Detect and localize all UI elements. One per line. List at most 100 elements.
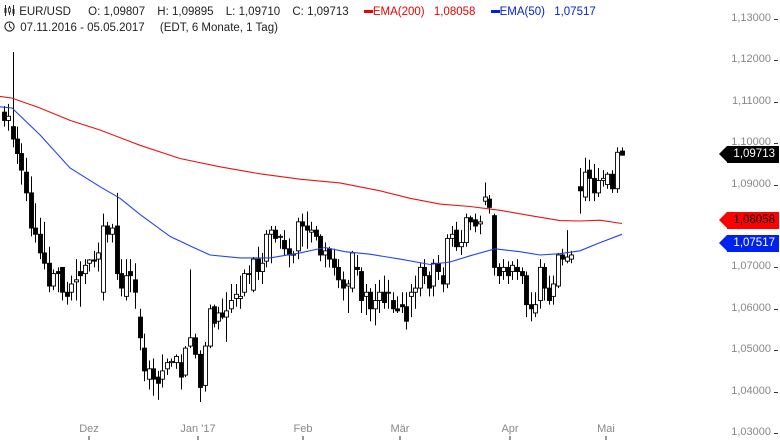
candle[interactable] [128, 259, 133, 293]
candle[interactable] [436, 254, 441, 280]
candle[interactable] [520, 267, 525, 284]
candle[interactable] [11, 52, 16, 148]
candle[interactable] [2, 105, 7, 127]
candle[interactable] [515, 259, 520, 280]
candle[interactable] [391, 292, 396, 313]
candle[interactable] [296, 217, 301, 260]
candle[interactable] [300, 213, 305, 247]
candle[interactable] [273, 226, 278, 243]
candle[interactable] [78, 261, 83, 307]
candle[interactable] [224, 292, 229, 342]
candle[interactable] [234, 283, 239, 307]
candle[interactable] [578, 168, 583, 214]
candle[interactable] [441, 267, 446, 293]
candle[interactable] [105, 221, 110, 243]
candle[interactable] [468, 215, 473, 231]
candle[interactable] [400, 292, 405, 313]
candle[interactable] [454, 221, 459, 251]
candle[interactable] [551, 275, 556, 305]
candle[interactable] [346, 279, 351, 313]
candle[interactable] [83, 259, 88, 284]
candle[interactable] [6, 103, 11, 131]
candlestick-icon[interactable] [4, 5, 16, 19]
candle[interactable] [538, 259, 543, 309]
ema200-legend-label[interactable]: EMA(200) [372, 6, 425, 18]
candle[interactable] [51, 269, 56, 291]
candle[interactable] [359, 267, 364, 313]
candle[interactable] [242, 269, 247, 297]
candle[interactable] [487, 194, 492, 214]
candle[interactable] [501, 259, 506, 280]
candle[interactable] [96, 242, 101, 272]
candle[interactable] [587, 159, 592, 202]
candle[interactable] [596, 168, 601, 198]
candle[interactable] [529, 292, 534, 322]
candle[interactable] [533, 292, 538, 318]
candle[interactable] [413, 275, 418, 309]
candle[interactable] [569, 250, 574, 264]
candle[interactable] [314, 226, 319, 241]
candle[interactable] [409, 283, 414, 318]
candle[interactable] [87, 259, 92, 272]
candle[interactable] [404, 292, 409, 330]
candle[interactable] [450, 226, 455, 247]
candle[interactable] [386, 279, 391, 309]
candle[interactable] [542, 263, 547, 301]
candle[interactable] [483, 182, 488, 206]
candle[interactable] [110, 223, 115, 243]
candle[interactable] [282, 230, 287, 255]
candle[interactable] [373, 283, 378, 326]
candle[interactable] [418, 263, 423, 297]
candle[interactable] [101, 213, 106, 301]
candle[interactable] [115, 192, 120, 280]
candle[interactable] [368, 288, 373, 322]
candle[interactable] [188, 269, 193, 349]
candle[interactable] [256, 246, 261, 280]
candle[interactable] [198, 350, 203, 402]
candle[interactable] [287, 238, 292, 268]
candle[interactable] [247, 265, 252, 284]
candle[interactable] [19, 143, 24, 185]
ema50-legend-label[interactable]: EMA(50) [499, 6, 545, 18]
candle[interactable] [318, 234, 323, 262]
candle[interactable] [74, 259, 79, 301]
candle[interactable] [15, 126, 20, 164]
candle[interactable] [133, 263, 138, 309]
candle[interactable] [156, 370, 161, 400]
candle[interactable] [355, 254, 360, 276]
candle[interactable] [464, 213, 469, 247]
candle[interactable] [29, 176, 34, 237]
candle[interactable] [377, 279, 382, 313]
candle[interactable] [445, 234, 450, 289]
candle[interactable] [291, 250, 296, 264]
candle[interactable] [556, 252, 561, 289]
candle[interactable] [547, 275, 552, 305]
candle[interactable] [193, 333, 198, 359]
candle[interactable] [323, 242, 328, 268]
candle[interactable] [264, 230, 269, 268]
candle[interactable] [506, 261, 511, 284]
candle[interactable] [605, 172, 610, 189]
candle[interactable] [305, 211, 310, 249]
candle[interactable] [124, 259, 129, 301]
candle[interactable] [327, 246, 332, 268]
candle[interactable] [208, 304, 213, 349]
candle[interactable] [119, 259, 124, 297]
candle[interactable] [92, 250, 97, 268]
clock-icon[interactable] [4, 21, 17, 35]
candle[interactable] [238, 275, 243, 309]
candle[interactable] [332, 248, 337, 276]
candle[interactable] [510, 261, 515, 280]
candle[interactable] [459, 230, 464, 255]
candle[interactable] [33, 203, 38, 243]
candle[interactable] [47, 246, 52, 293]
candle[interactable] [497, 263, 502, 284]
candle[interactable] [251, 257, 256, 293]
candle[interactable] [350, 250, 355, 293]
date-range[interactable]: 07.11.2016 - 05.05.2017 [20, 22, 145, 34]
candle[interactable] [615, 147, 620, 193]
candle[interactable] [473, 213, 478, 233]
candle[interactable] [478, 215, 483, 235]
candle[interactable] [216, 306, 221, 330]
candle[interactable] [560, 248, 565, 266]
